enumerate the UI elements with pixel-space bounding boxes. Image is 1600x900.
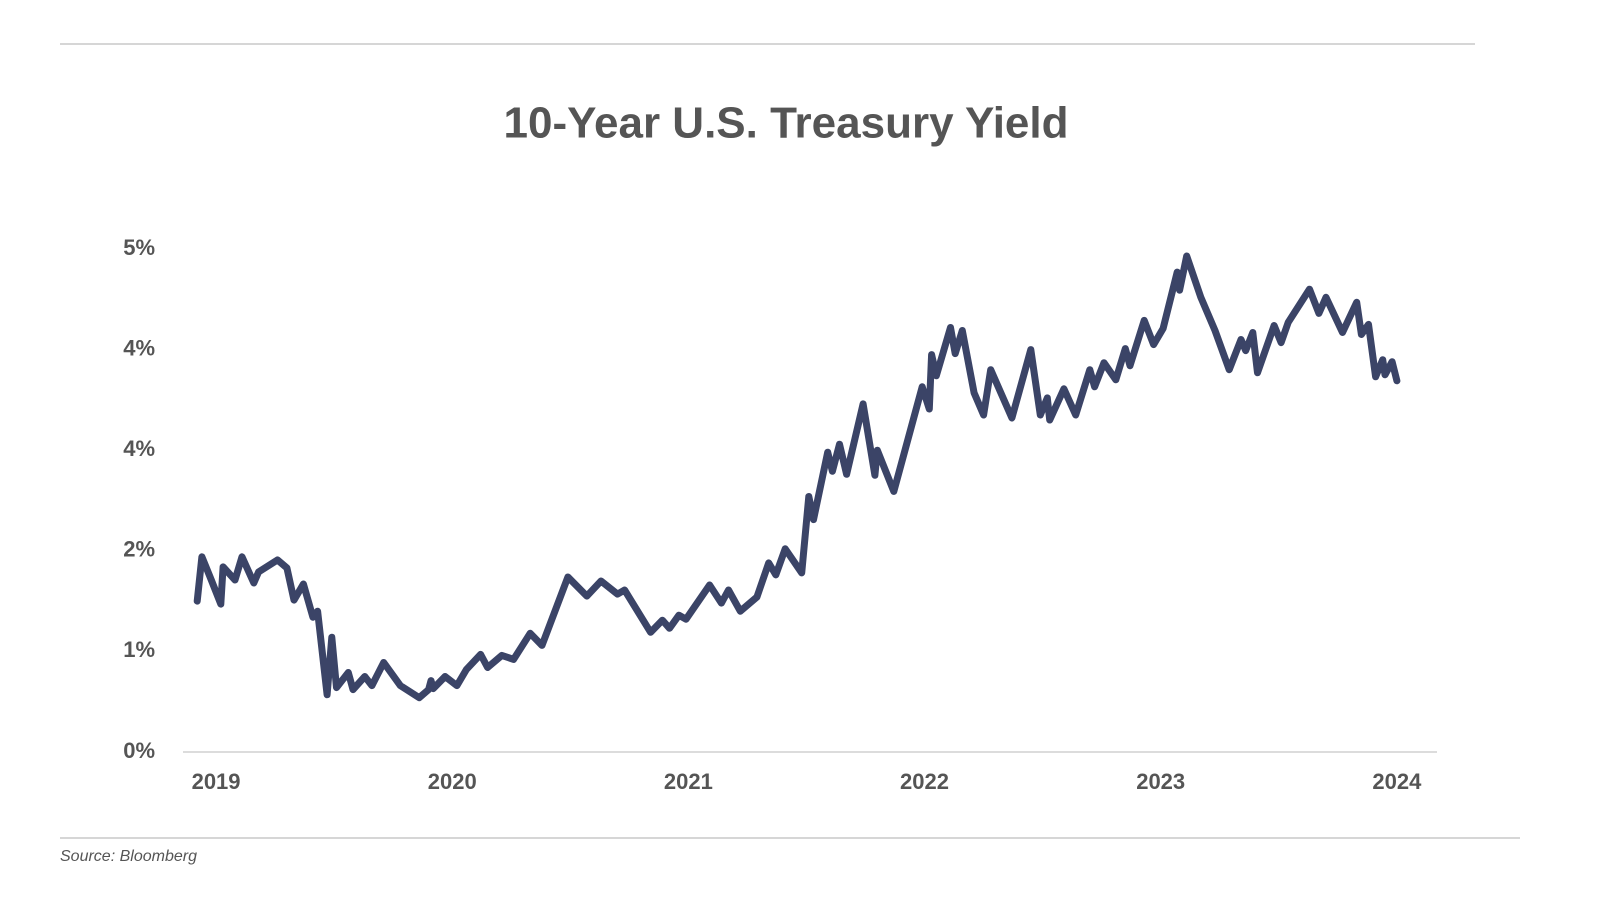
x-tick-label: 2019 bbox=[192, 769, 241, 794]
x-tick-label: 2024 bbox=[1372, 769, 1422, 794]
y-tick-label: 1% bbox=[123, 637, 155, 662]
y-tick-label: 4% bbox=[123, 335, 155, 360]
x-tick-label: 2022 bbox=[900, 769, 949, 794]
x-tick-label: 2023 bbox=[1136, 769, 1185, 794]
x-tick-label: 2021 bbox=[664, 769, 713, 794]
y-tick-label: 0% bbox=[123, 738, 155, 763]
y-tick-label: 4% bbox=[123, 436, 155, 461]
chart-title: 10-Year U.S. Treasury Yield bbox=[504, 99, 1069, 148]
y-tick-label: 2% bbox=[123, 537, 155, 562]
x-tick-label: 2020 bbox=[428, 769, 477, 794]
source: Source: Bloomberg bbox=[60, 848, 197, 865]
y-tick-label: 5% bbox=[123, 235, 155, 260]
yield-line bbox=[193, 252, 1401, 702]
